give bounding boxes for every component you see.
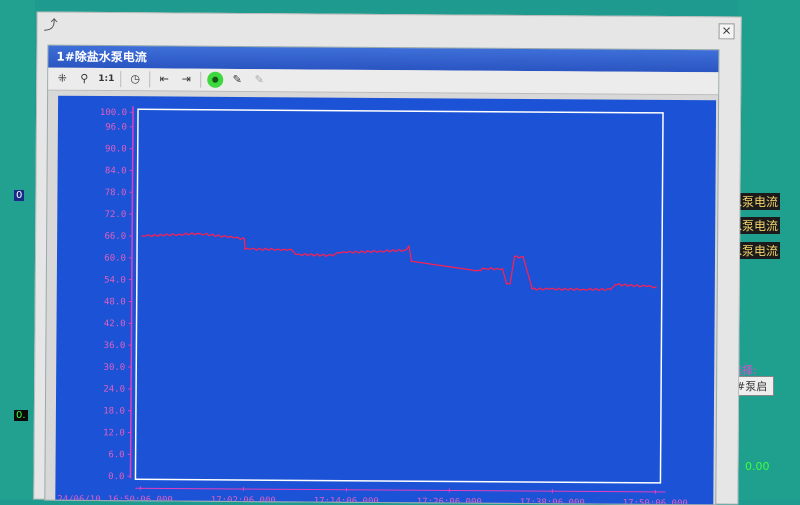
- y-tick-label: 0.0: [108, 472, 124, 482]
- y-tick-label: 96.0: [105, 123, 127, 133]
- y-tick-label: 90.0: [105, 144, 127, 154]
- series-line: [142, 232, 657, 290]
- toolbar: ⁜ ⚲ 1:1 ◷ ⇤ ⇥ ● ✎ ✎: [48, 68, 718, 96]
- x-tick-label: 17:26:06.000: [417, 497, 482, 504]
- data-point: [198, 233, 200, 235]
- one-to-one-icon[interactable]: 1:1: [98, 71, 114, 87]
- bg-left-label: 0: [14, 190, 24, 201]
- data-point: [332, 255, 334, 257]
- toolbar-divider: [200, 72, 201, 88]
- x-tick-label: 17:50:06.000: [623, 499, 688, 505]
- scroll-left-icon[interactable]: ⇤: [156, 71, 172, 87]
- pen-icon[interactable]: ✎: [229, 72, 245, 88]
- data-point: [506, 283, 508, 285]
- plot-frame: [135, 109, 663, 483]
- x-axis: [135, 488, 665, 492]
- y-tick-label: 12.0: [103, 428, 125, 438]
- data-point: [411, 260, 413, 262]
- data-point: [408, 245, 410, 247]
- y-axis: [130, 106, 133, 478]
- trend-chart: 100.0 96.0 90.0 84.0 78.0 72.0 66.0 60.0 54.0 48.…: [55, 96, 716, 505]
- y-tick-label: 18.0: [103, 406, 125, 416]
- bg-left-label: 0.: [14, 410, 28, 421]
- close-button[interactable]: ×: [719, 23, 735, 39]
- data-point: [522, 256, 524, 258]
- clock-icon[interactable]: ◷: [127, 71, 143, 87]
- y-tick-label: 36.0: [104, 341, 126, 351]
- y-tick-label: 78.0: [105, 188, 127, 198]
- app-icon: ⤴: [44, 15, 58, 35]
- data-point: [532, 288, 534, 290]
- scroll-right-icon[interactable]: ⇥: [178, 72, 194, 88]
- data-point: [476, 270, 478, 272]
- pen-disabled-icon[interactable]: ✎: [251, 72, 267, 88]
- run-icon[interactable]: ●: [207, 72, 223, 88]
- toolbar-divider: [149, 71, 150, 87]
- y-tick-label: 84.0: [105, 166, 127, 176]
- window-titlebar: ⤴ ×: [38, 13, 741, 44]
- x-tick-label: 17:02:06.000: [211, 496, 276, 505]
- data-point: [339, 252, 341, 254]
- x-tick-label: 17:14:06.000: [314, 496, 379, 504]
- data-point: [244, 248, 246, 250]
- data-point: [404, 249, 406, 251]
- zoom-icon[interactable]: ⚲: [76, 71, 92, 87]
- data-point: [655, 286, 657, 288]
- data-point: [141, 235, 143, 237]
- y-tick-label: 100.0: [100, 108, 127, 118]
- background-hmi-left: 0 0.: [0, 0, 35, 500]
- data-point: [484, 268, 486, 270]
- y-tick-label: 6.0: [108, 450, 124, 460]
- y-tick-label: 54.0: [104, 275, 126, 285]
- y-tick-label: 48.0: [104, 297, 126, 307]
- data-point: [295, 253, 297, 255]
- x-date-label: 24/06/10: [57, 495, 100, 505]
- data-point: [502, 268, 504, 270]
- grid-icon[interactable]: ⁜: [54, 71, 70, 87]
- data-point: [291, 249, 293, 251]
- x-tick-label: 17:38:06.000: [520, 498, 585, 504]
- data-point: [610, 289, 612, 291]
- data-point: [615, 284, 617, 286]
- y-tick-label: 30.0: [104, 363, 126, 373]
- toolbar-divider: [120, 71, 121, 87]
- y-tick-label: 42.0: [104, 319, 126, 329]
- y-tick-label: 72.0: [105, 210, 127, 220]
- y-tick-label: 60.0: [104, 254, 126, 264]
- bg-value: 0.00: [745, 460, 770, 473]
- data-point: [514, 256, 516, 258]
- trend-plot: 100.0 96.0 90.0 84.0 78.0 72.0 66.0 60.0 54.0 48.…: [55, 96, 716, 505]
- y-tick-label: 66.0: [104, 232, 126, 242]
- y-tick-label: 24.0: [103, 385, 125, 395]
- data-point: [243, 238, 245, 240]
- data-point: [509, 283, 511, 285]
